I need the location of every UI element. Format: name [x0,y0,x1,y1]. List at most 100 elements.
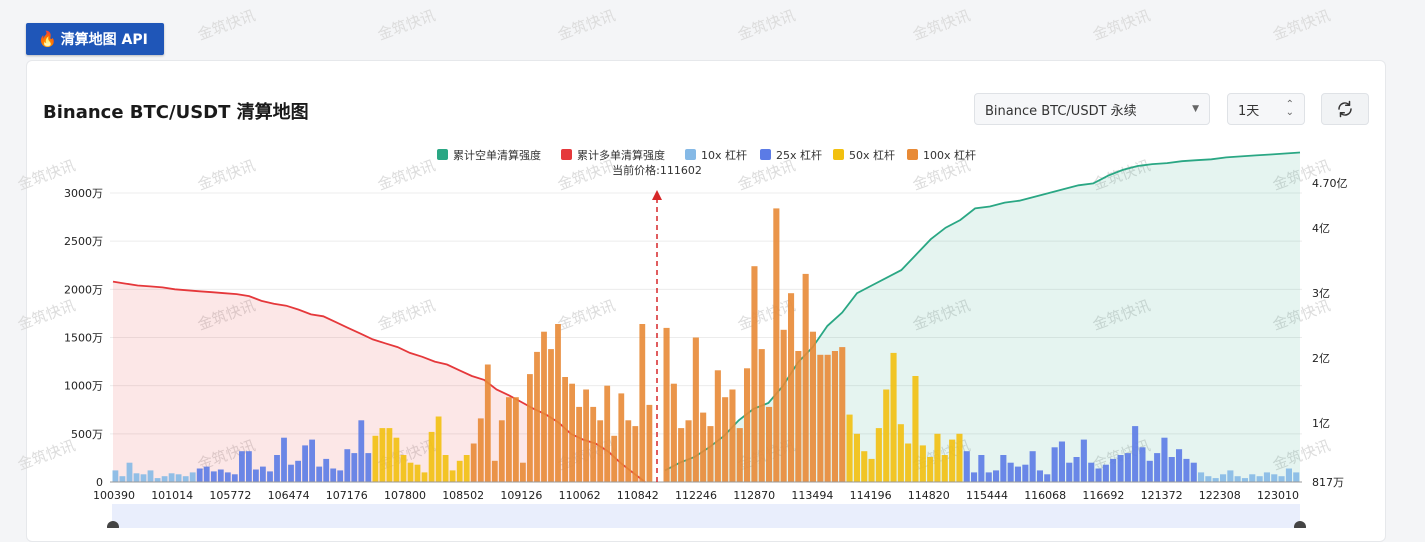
y-tick-label: 1500万 [64,332,103,345]
bar [1278,476,1285,482]
bar [1205,476,1212,482]
bar [274,455,280,482]
bar [780,329,787,482]
bar [246,451,252,482]
bar [534,351,540,482]
caret-down-icon: ▼ [1192,104,1199,114]
watermark: 金筑快讯 [555,6,618,43]
bar [365,453,372,482]
bar [663,327,670,482]
x-tick-label: 112870 [733,489,775,502]
bar [133,473,140,482]
bar [795,351,802,482]
y2-tick-label: 4亿 [1312,222,1330,235]
bar [217,469,224,482]
pair-select[interactable]: Binance BTC/USDT 永续 ▼ [974,93,1210,125]
bar [295,460,301,482]
bar [302,445,308,482]
current-price-arrow [652,190,662,200]
bar [442,455,449,482]
x-tick-label: 100390 [93,489,135,502]
bar [1263,472,1270,482]
bar [912,376,919,482]
bar [905,443,912,482]
bar [707,426,714,482]
bar [788,293,795,482]
x-tick-label: 112246 [675,489,717,502]
x-tick-label: 107176 [326,489,368,502]
bar [611,435,618,482]
bar [414,464,421,482]
bar [590,406,597,482]
bar [527,374,533,482]
refresh-button[interactable] [1321,93,1369,125]
pair-select-value: Binance BTC/USDT 永续 [985,103,1137,119]
bar [435,416,442,482]
bar [971,472,978,482]
bar [548,349,554,482]
bar [1161,437,1168,482]
bar [831,351,838,482]
x-tick-label: 101014 [151,489,193,502]
bar [1036,470,1043,482]
bar [744,368,751,482]
y-tick-label: 0 [96,476,103,489]
bar [927,457,934,482]
watermark: 金筑快讯 [195,6,258,43]
x-tick-label: 107800 [384,489,426,502]
bar [1029,451,1036,482]
bar [147,470,154,482]
api-badge[interactable]: 🔥 清算地图 API [26,23,164,55]
bar [1124,453,1131,482]
x-tick-label: 105772 [209,489,251,502]
x-tick-label: 106474 [268,489,310,502]
legend-swatch [833,149,844,160]
bar [956,433,963,482]
bar [618,393,625,482]
bar [722,397,729,482]
bar [1139,447,1146,482]
y-tick-label: 2000万 [64,283,103,296]
range-select[interactable]: 1天 ⌃ ⌄ [1227,93,1305,125]
bar [1183,458,1190,482]
y-tick-label: 2500万 [64,235,103,248]
bar [714,370,721,482]
y2-tick-label: 3亿 [1312,287,1330,300]
legend-label: 累计多单清算强度 [577,148,665,162]
bar [428,431,435,482]
bar [1293,472,1300,482]
bar [569,383,575,482]
bar [1256,476,1263,482]
y2-tick-label: 2亿 [1312,352,1330,365]
bar [1058,441,1065,482]
bar [1176,449,1183,482]
bar [513,397,519,482]
bar [1044,474,1051,482]
x-tick-label: 114196 [850,489,892,502]
bar [802,273,809,482]
x-tick-label: 116692 [1082,489,1124,502]
bar [498,420,505,482]
bar [597,420,604,482]
bar [1234,476,1241,482]
bar [351,453,358,482]
bar [1249,474,1256,482]
watermark: 金筑快讯 [375,156,438,193]
bar [1117,455,1124,482]
x-tick-label: 110842 [617,489,659,502]
bar [541,331,547,482]
watermark: 金筑快讯 [15,436,78,473]
bar [1080,439,1087,482]
refresh-icon [1338,100,1352,118]
bar [168,473,175,482]
bar [323,458,330,482]
watermark: 金筑快讯 [910,6,973,43]
bar [817,354,824,482]
bar [1095,468,1102,482]
bar [809,331,816,482]
bar [1022,464,1029,482]
legend-label: 100x 杠杆 [923,148,976,162]
watermark: 金筑快讯 [195,156,258,193]
bar [941,455,948,482]
